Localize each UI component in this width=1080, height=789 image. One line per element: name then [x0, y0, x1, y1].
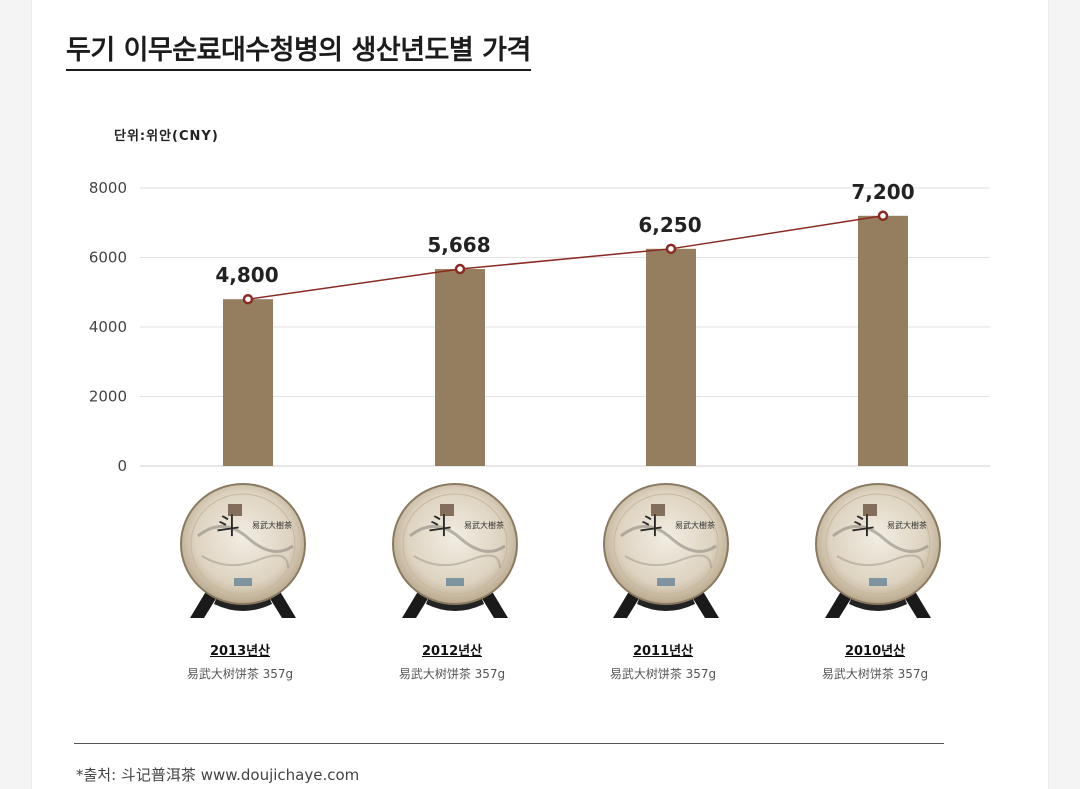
series-line	[247, 215, 884, 300]
tea-cake-image: 斗 易武大樹茶	[380, 476, 530, 626]
svg-text:易武大樹茶: 易武大樹茶	[464, 520, 504, 530]
product-name: 易武大树饼茶 357g	[398, 667, 506, 681]
svg-text:易武大樹茶: 易武大樹茶	[675, 520, 715, 530]
footer-divider	[74, 743, 944, 744]
product-year: 2012년산	[421, 644, 483, 659]
data-label: 6,250	[638, 213, 701, 237]
product-name: 易武大树饼茶 357g	[821, 667, 929, 681]
data-label: 5,668	[427, 233, 490, 257]
product-year: 2010년산	[844, 644, 906, 659]
y-tick-label: 6000	[89, 249, 127, 267]
tea-cake-image: 斗 易武大樹茶	[591, 476, 741, 626]
svg-text:易武大樹茶: 易武大樹茶	[252, 520, 292, 530]
y-tick-label: 2000	[89, 388, 127, 406]
y-tick-label: 0	[117, 457, 127, 475]
product-name: 易武大树饼茶 357g	[186, 667, 294, 681]
svg-text:斗: 斗	[639, 512, 663, 540]
line-marker	[665, 243, 677, 255]
svg-text:斗: 斗	[216, 512, 240, 540]
svg-text:易武大樹茶: 易武大樹茶	[887, 520, 927, 530]
product-caption: 2013년산 易武大树饼茶 357g	[145, 640, 335, 682]
product-caption: 2010년산 易武大树饼茶 357g	[780, 640, 970, 682]
product-year: 2013년산	[209, 644, 271, 659]
tea-cake-image: 斗 易武大樹茶	[168, 476, 318, 626]
bar	[435, 269, 485, 466]
bar	[646, 248, 696, 466]
y-tick-label: 8000	[89, 179, 127, 197]
line-marker	[242, 293, 254, 305]
page-title: 두기 이무순료대수청병의 생산년도별 가격	[66, 28, 531, 71]
bar	[858, 215, 908, 466]
bar	[223, 299, 273, 466]
svg-text:斗: 斗	[428, 512, 452, 540]
tea-cake-image: 斗 易武大樹茶	[803, 476, 953, 626]
unit-label: 단위:위안(CNY)	[114, 129, 219, 144]
data-label: 7,200	[851, 180, 914, 204]
product-name: 易武大树饼茶 357g	[609, 667, 717, 681]
line-marker	[877, 210, 889, 222]
product-year: 2011년산	[632, 644, 694, 659]
product-caption: 2011년산 易武大树饼茶 357g	[568, 640, 758, 682]
svg-text:斗: 斗	[851, 512, 875, 540]
data-label: 4,800	[215, 263, 278, 287]
product-caption: 2012년산 易武大树饼茶 357g	[357, 640, 547, 682]
line-marker	[454, 263, 466, 275]
y-tick-label: 4000	[89, 318, 127, 336]
source-note: *출처: 斗记普洱茶 www.doujichaye.com	[76, 766, 360, 784]
